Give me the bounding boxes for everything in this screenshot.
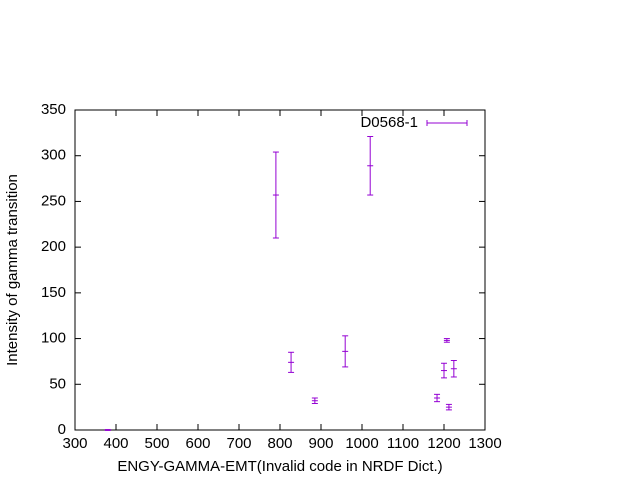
x-tick-label: 1200	[427, 435, 460, 452]
y-tick-label: 50	[49, 375, 66, 392]
y-tick-label: 100	[41, 330, 66, 347]
y-tick-label: 150	[41, 284, 66, 301]
x-tick-label: 1000	[345, 435, 378, 452]
error-point	[367, 136, 374, 196]
error-point	[104, 429, 111, 431]
x-tick-label: 400	[103, 435, 128, 452]
x-tick-label: 700	[226, 435, 251, 452]
x-tick-label: 600	[185, 435, 210, 452]
error-point	[443, 338, 450, 343]
x-tick-label: 1300	[468, 435, 501, 452]
x-tick-label: 500	[144, 435, 169, 452]
error-point	[445, 403, 452, 411]
error-point	[311, 397, 318, 404]
y-tick-label: 200	[41, 238, 66, 255]
plot-frame	[74, 109, 486, 431]
error-point	[441, 362, 447, 379]
y-tick-label: 300	[41, 147, 66, 164]
x-axis-label: ENGY-GAMMA-EMT(Invalid code in NRDF Dict…	[117, 458, 442, 475]
legend-sample	[426, 120, 468, 126]
error-point	[288, 351, 295, 373]
error-point	[272, 151, 279, 239]
x-tick-label: 1100	[387, 435, 419, 452]
legend-label: D0568-1	[360, 114, 418, 131]
error-point	[342, 335, 349, 368]
y-tick-label: 0	[58, 421, 66, 438]
y-tick-label: 350	[41, 101, 66, 118]
x-tick-label: 800	[267, 435, 292, 452]
error-point	[434, 393, 441, 403]
y-axis-label: Intensity of gamma transition	[4, 174, 21, 366]
x-tick-label: 900	[308, 435, 333, 452]
y-tick-label: 250	[41, 192, 66, 209]
x-tick-label: 300	[62, 435, 87, 452]
error-point	[450, 360, 457, 378]
